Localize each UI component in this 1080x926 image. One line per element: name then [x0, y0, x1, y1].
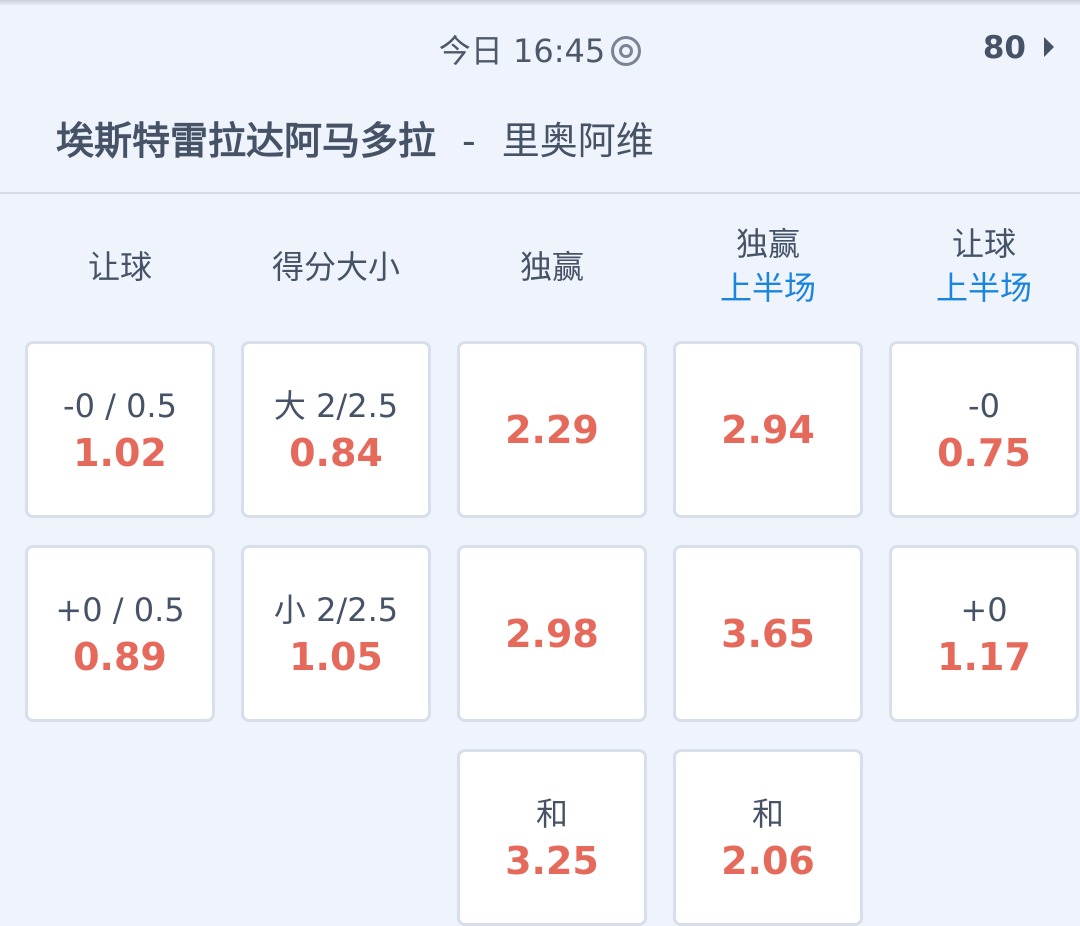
- odds-line: 大 2/2.5: [273, 386, 399, 425]
- column-header: 独赢: [444, 245, 660, 289]
- live-minute-button[interactable]: 80: [983, 30, 1054, 66]
- odds-value: 2.29: [505, 407, 599, 452]
- odds-line: -0: [968, 386, 1000, 425]
- column-header: 独赢 上半场: [660, 222, 876, 310]
- column-subtitle: 上半场: [719, 269, 816, 307]
- odds-button[interactable]: 2.94: [673, 341, 863, 518]
- odds-button[interactable]: +0 1.17: [889, 545, 1079, 722]
- odds-line: +0: [960, 590, 1008, 629]
- odds-button[interactable]: 大 2/2.5 0.84: [241, 341, 431, 518]
- odds-line: 和: [535, 794, 568, 833]
- odds-value: 0.89: [73, 634, 167, 679]
- odds-value: 1.17: [937, 634, 1031, 679]
- odds-value: 3.25: [505, 838, 599, 883]
- odds-line: 和: [751, 794, 784, 833]
- column-subtitle: 上半场: [935, 269, 1032, 307]
- column-header: 让球: [12, 245, 228, 289]
- odds-value: 2.06: [721, 838, 815, 883]
- column-title: 让球: [951, 225, 1016, 263]
- match-time: 今日 16:45: [0, 26, 1080, 72]
- odds-value: 0.75: [937, 430, 1031, 475]
- column-header: 得分大小: [228, 245, 444, 289]
- odds-button[interactable]: 2.98: [457, 545, 647, 722]
- team-separator: -: [462, 119, 476, 163]
- odds-button[interactable]: -0 / 0.5 1.02: [25, 341, 215, 518]
- odds-button[interactable]: -0 0.75: [889, 341, 1079, 518]
- play-arrow-icon: [1044, 37, 1054, 57]
- odds-button[interactable]: +0 / 0.5 0.89: [25, 545, 215, 722]
- odds-value: 3.65: [721, 611, 815, 656]
- top-shadow: [0, 0, 1080, 6]
- column-title: 独赢: [519, 248, 584, 286]
- odds-button[interactable]: 小 2/2.5 1.05: [241, 545, 431, 722]
- match-teams: 埃斯特雷拉达阿马多拉 - 里奥阿维: [56, 110, 654, 165]
- odds-value: 1.05: [289, 634, 383, 679]
- odds-value: 1.02: [73, 430, 167, 475]
- column-header: 让球 上半场: [876, 222, 1080, 310]
- away-team: 里奥阿维: [501, 119, 654, 163]
- odds-line: -0 / 0.5: [63, 386, 177, 425]
- home-team: 埃斯特雷拉达阿马多拉: [56, 119, 437, 163]
- column-title: 独赢: [735, 225, 800, 263]
- odds-button[interactable]: 3.65: [673, 545, 863, 722]
- odds-button[interactable]: 2.29: [457, 341, 647, 518]
- odds-line: 小 2/2.5: [273, 590, 399, 629]
- column-title: 让球: [87, 248, 152, 286]
- match-time-text: 今日 16:45: [438, 32, 606, 70]
- odds-value: 2.94: [721, 407, 815, 452]
- odds-button[interactable]: 和 2.06: [673, 749, 863, 926]
- odds-line: +0 / 0.5: [55, 590, 185, 629]
- live-minute: 80: [982, 30, 1026, 66]
- header-divider: [0, 192, 1080, 194]
- odds-button[interactable]: 和 3.25: [457, 749, 647, 926]
- column-title: 得分大小: [271, 248, 400, 286]
- target-icon: [611, 36, 642, 66]
- odds-value: 2.98: [505, 611, 599, 656]
- odds-value: 0.84: [289, 430, 383, 475]
